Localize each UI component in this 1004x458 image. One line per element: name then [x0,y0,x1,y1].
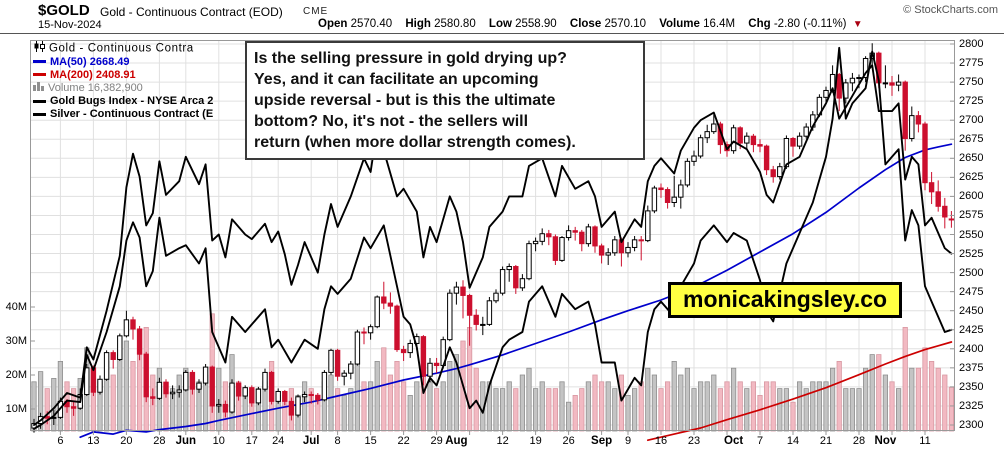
analyst-annotation-box: Is the selling pressure in gold drying u… [245,41,645,160]
price-tick-label: 2300 [959,419,984,431]
price-tick-label: 2500 [959,266,984,279]
ma50-line-icon [33,60,46,64]
date-tick-label: 29 [430,435,443,447]
high-value: 2580.80 [434,18,476,30]
chg-value: -2.80 (-0.11%) [773,18,847,30]
volume-axis: 40M 30M 20M 10M [0,0,27,458]
ohlc-quote-row: Open 2570.40 High 2580.80 Low 2558.90 Cl… [318,18,863,30]
date-tick-label: 12 [496,435,509,447]
ma200-line-icon [33,73,46,77]
close-value: 2570.10 [604,18,647,30]
open-label: Open [318,18,348,30]
price-tick-label: 2425 [959,323,984,336]
volume-tick-label: 20M [5,369,27,381]
stockcharts-credit: © StockCharts.com [903,4,998,16]
date-tick-label: 14 [786,435,800,447]
symbol-ticker: $GOLD [38,2,90,19]
price-axis: 2800 2775 2750 2725 2700 2675 2650 2625 2600 2575… [958,0,1002,458]
price-tick-label: 2625 [959,171,984,184]
price-tick-label: 2350 [959,380,984,393]
date-tick-label: 6 [57,435,64,447]
high-label: High [405,18,431,30]
date-tick-label: 13 [87,435,100,447]
open-value: 2570.40 [350,18,393,30]
legend-item-ma50: MA(50) 2668.49 [33,56,213,69]
legend-item-ma200: MA(200) 2408.91 [33,69,213,82]
date-tick-label: 16 [654,435,668,447]
price-tick-label: 2575 [959,209,984,222]
price-tick-label: 2650 [959,152,984,165]
legend-item-volume: Volume 16,382,900 [33,81,213,95]
price-tick-label: 2550 [959,228,984,241]
date-tick-label: 15 [364,435,377,447]
legend-item-gold: Gold - Continuous Contra [33,41,213,56]
price-chart-canvas [30,40,955,458]
price-tick-label: 2600 [959,190,984,203]
date-tick-label: Aug [445,435,468,447]
date-tick-label: 19 [529,435,542,447]
low-value: 2558.90 [515,18,557,30]
legend-item-gold-bugs: Gold Bugs Index - NYSE Arca 2 [33,95,213,108]
date-tick-label: 28 [852,435,866,447]
annotation-line: Yes, and it can facilitate an upcoming [254,71,539,88]
price-tick-label: 2800 [959,38,984,50]
price-tick-label: 2675 [959,133,984,146]
date-axis: 6 13 20 28 Jun 10 17 24 Jul 8 15 22 29 Aug 12 19 26 Sep 9 1… [30,0,965,458]
price-tick-label: 2325 [959,399,984,412]
price-tick-label: 2750 [959,76,984,89]
gold-bugs-line-icon [33,99,46,103]
low-label: Low [488,18,512,30]
date-tick-label: 24 [272,435,285,447]
volume-value: 16.4M [703,18,736,30]
volume-bars-icon [33,81,45,95]
price-tick-label: 2400 [959,342,984,355]
silver-line-icon [33,112,46,116]
chart-svg [30,40,955,442]
date-tick-label: 26 [562,435,575,447]
price-tick-label: 2700 [959,114,984,127]
volume-tick-label: 10M [5,403,27,415]
date-tick-label: 20 [120,435,133,447]
chg-label: Chg [748,18,771,30]
date-tick-label: Jul [302,435,320,447]
site-watermark: monicakingsley.co [668,282,903,318]
symbol-name: Gold - Continuous Contract (EOD) [100,5,283,19]
date-tick-label: 28 [153,435,166,447]
chart-legend: Gold - Continuous Contra MA(50) 2668.49 … [33,41,213,121]
price-tick-label: 2375 [959,361,984,374]
chg-down-triangle-icon: ▼ [852,19,863,30]
exchange-label: CME [303,6,329,17]
price-tick-label: 2775 [959,57,984,70]
price-tick-label: 2450 [959,304,984,317]
date-tick-label: 21 [819,435,833,447]
close-label: Close [569,18,602,30]
annotation-line: return (when more dollar strength comes)… [254,134,576,151]
chart-date: 15-Nov-2024 [38,19,102,31]
date-tick-label: Sep [591,435,613,447]
price-tick-label: 2475 [959,285,984,298]
annotation-line: Is the selling pressure in gold drying u… [254,50,567,67]
date-tick-label: 10 [212,435,225,447]
date-tick-label: 7 [756,435,764,447]
date-tick-label: 23 [687,435,701,447]
date-tick-label: Oct [724,435,744,447]
legend-item-silver: Silver - Continuous Contract (E [33,108,213,121]
date-tick-label: 11 [919,435,931,447]
date-tick-label: 17 [245,435,258,447]
header-divider [0,33,1004,34]
annotation-line: bottom? No, it's not - the sellers will [254,113,529,130]
annotation-line: upside reversal - but is this the ultima… [254,92,556,109]
price-tick-label: 2725 [959,95,984,108]
volume-tick-label: 40M [5,301,27,313]
date-tick-label: 22 [397,435,410,447]
date-tick-label: Nov [874,435,897,447]
volume-label: Volume [659,18,700,30]
candlestick-icon [33,41,46,56]
volume-tick-label: 30M [5,335,27,347]
date-tick-label: Jun [175,435,197,447]
date-tick-label: 9 [624,435,632,447]
price-tick-label: 2525 [959,247,984,260]
date-tick-label: 8 [334,435,341,447]
